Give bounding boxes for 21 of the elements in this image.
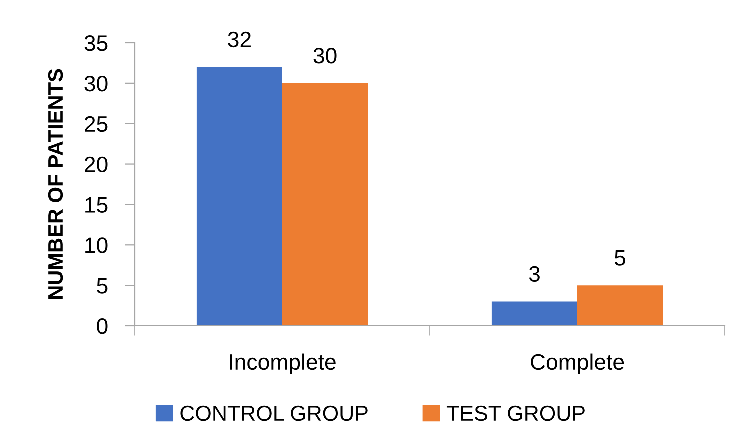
y-tick-label: 20 (85, 156, 108, 173)
x-tick-label: Incomplete (230, 354, 336, 374)
y-tick-label: 0 (97, 318, 108, 334)
y-tick-label: 25 (85, 116, 108, 132)
y-axis-title: NUMBER OF PATIENTS (48, 69, 64, 300)
y-tick-label: 5 (97, 278, 108, 294)
data-label: 32 (228, 32, 251, 48)
bar (492, 302, 578, 326)
y-tick-label: 10 (86, 238, 108, 254)
x-tick-label: Complete (531, 354, 624, 374)
bar (196, 67, 282, 326)
legend-label: CONTROL GROUP (180, 406, 368, 422)
bar (282, 83, 368, 326)
bar (578, 286, 664, 326)
legend-label: TEST GROUP (446, 406, 585, 422)
y-tick-label: 30 (84, 76, 108, 92)
data-label: 30 (314, 48, 337, 64)
y-tick-label: 15 (86, 197, 108, 213)
y-tick-label: 35 (84, 36, 108, 52)
data-label: 3 (529, 266, 540, 282)
data-label: 5 (614, 250, 626, 266)
